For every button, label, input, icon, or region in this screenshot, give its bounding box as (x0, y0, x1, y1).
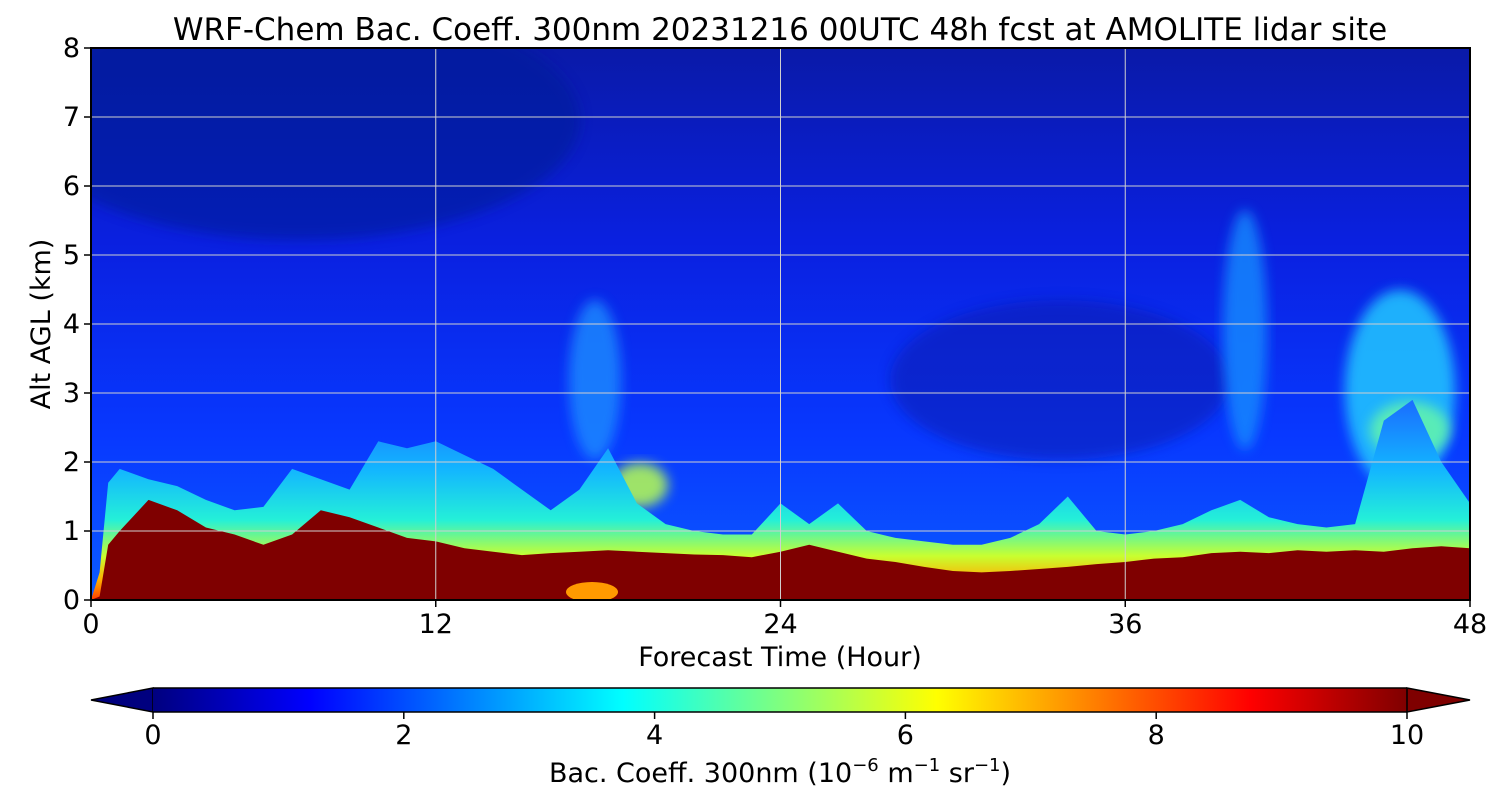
x-tick-label: 48 (1453, 609, 1487, 640)
heatmap-plume-hour-17 (569, 300, 621, 460)
y-tick-label: 1 (63, 516, 80, 547)
x-axis-label: Forecast Time (Hour) (638, 642, 922, 673)
y-tick-label: 7 (63, 102, 80, 133)
x-axis: 0 12 24 36 48 (82, 600, 1487, 640)
x-tick-label: 36 (1108, 609, 1142, 640)
y-tick-label: 8 (63, 33, 80, 64)
colorbar: 0 2 4 6 8 10 Bac. Coeff. 300nm (10−6 m−1 sr−1… (90, 687, 1471, 789)
colorbar-tick-label: 6 (897, 720, 914, 751)
y-tick-label: 2 (63, 447, 80, 478)
heatmap-surface-hotspot (566, 582, 618, 600)
colorbar-ticks: 0 2 4 6 8 10 (144, 712, 1424, 751)
y-tick-label: 4 (63, 309, 80, 340)
y-tick-label: 0 (63, 585, 80, 616)
colorbar-label: Bac. Coeff. 300nm (10−6 m−1 sr−1) (549, 755, 1011, 789)
heatmap-plume-hour-40 (1223, 210, 1267, 450)
y-tick-label: 6 (63, 171, 80, 202)
grid-lines (91, 48, 1470, 600)
y-tick-label: 5 (63, 240, 80, 271)
x-tick-label: 0 (82, 609, 99, 640)
x-tick-label: 12 (419, 609, 453, 640)
x-tick-label: 24 (763, 609, 797, 640)
colorbar-extend-high (1406, 687, 1471, 713)
colorbar-gradient (153, 688, 1407, 712)
chart-title: WRF-Chem Bac. Coeff. 300nm 20231216 00UT… (173, 12, 1387, 48)
heatmap-dark-region-upper-left (91, 48, 580, 240)
colorbar-tick-label: 0 (144, 720, 161, 751)
colorbar-tick-label: 2 (395, 720, 412, 751)
y-axis: 0 1 2 3 4 5 6 7 8 (63, 33, 91, 616)
colorbar-extend-low (90, 687, 154, 713)
y-tick-label: 3 (63, 378, 80, 409)
colorbar-tick-label: 8 (1148, 720, 1165, 751)
colorbar-tick-label: 4 (646, 720, 663, 751)
heatmap-dark-region-center (890, 300, 1230, 460)
plot-area (91, 48, 1470, 600)
y-axis-label: Alt AGL (km) (26, 239, 57, 410)
colorbar-tick-label: 10 (1390, 720, 1424, 751)
